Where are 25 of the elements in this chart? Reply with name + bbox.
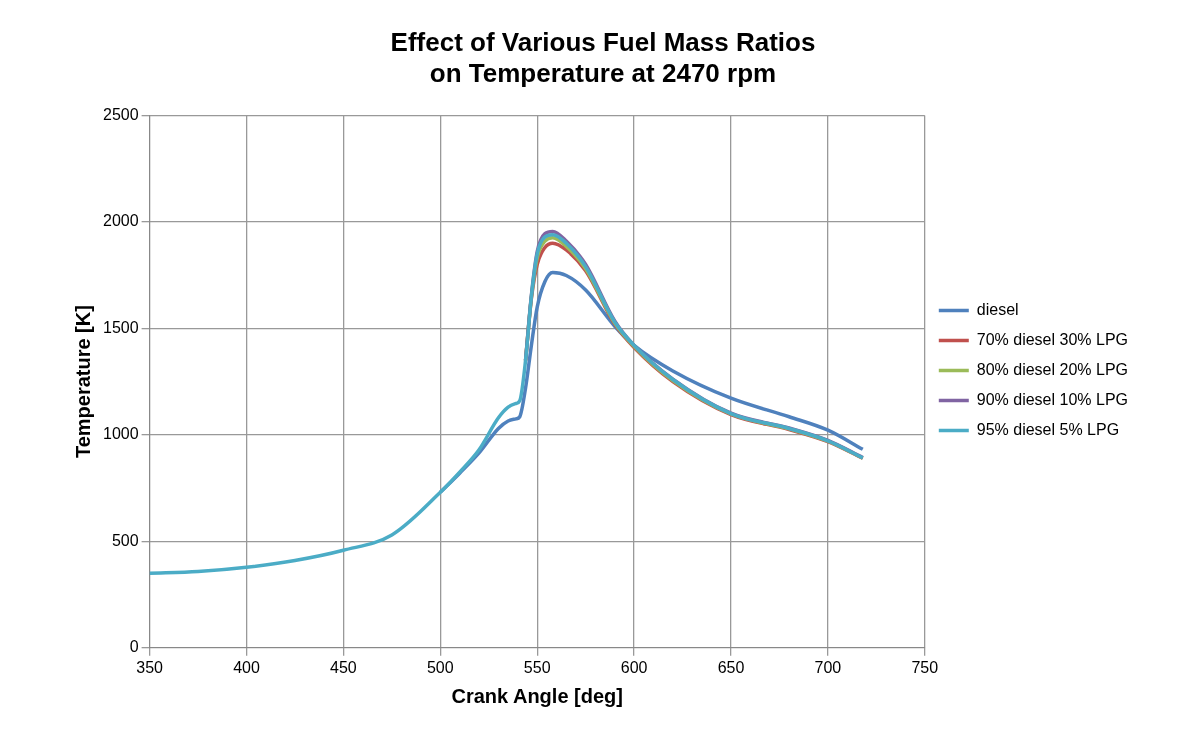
x-tick-label: 500	[426, 658, 454, 676]
legend-label: 90% diesel 10% LPG	[976, 390, 1128, 408]
y-tick-label: 1500	[103, 318, 139, 336]
legend-label: 70% diesel 30% LPG	[976, 330, 1128, 348]
x-tick-label: 400	[233, 658, 260, 676]
x-tick-label: 700	[814, 658, 842, 676]
x-tick-label: 450	[330, 658, 357, 676]
y-tick-label: 500	[111, 531, 139, 549]
x-axis-title: Crank Angle [deg]	[451, 684, 623, 707]
x-tick-label: 550	[523, 658, 551, 676]
x-tick-label: 350	[136, 658, 164, 676]
legend-label: 95% diesel 5% LPG	[976, 420, 1120, 438]
text: on Temperature at 2470 rpm	[429, 57, 777, 88]
x-tick-label: 600	[620, 658, 648, 676]
x-tick-label: 750	[911, 658, 939, 676]
legend-label: diesel	[976, 300, 1019, 318]
y-tick-label: 2000	[103, 212, 139, 230]
y-tick-label: 1000	[103, 425, 139, 443]
text: Effect of Various Fuel Mass Ratios	[390, 26, 816, 57]
y-axis-title: Temperature [K]	[71, 305, 94, 459]
line-series	[149, 232, 865, 576]
x-tick-label: 650	[717, 658, 745, 676]
y-tick-label: 2500	[103, 105, 139, 123]
legend-label: 80% diesel 20% LPG	[976, 360, 1128, 378]
y-tick-label: 0	[129, 638, 139, 656]
